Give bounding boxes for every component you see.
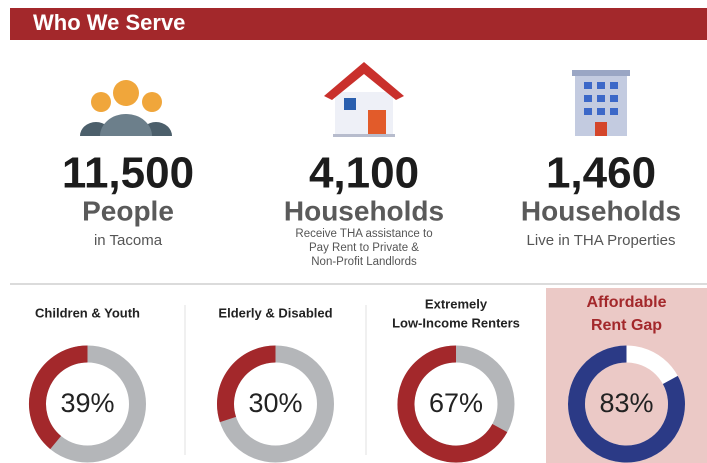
stat-unit: People	[82, 195, 174, 226]
donut-arc	[217, 345, 276, 423]
stat-unit: Households	[284, 195, 444, 226]
house-icon	[324, 62, 404, 137]
donut-value-label: 39%	[60, 388, 114, 418]
stat-number: 1,460	[546, 149, 656, 198]
donut-value-label: 83%	[599, 388, 653, 418]
donut-arc	[29, 345, 88, 450]
donut-label: Extremely	[425, 296, 488, 311]
donut-label: Low-Income Renters	[392, 315, 520, 330]
stat-description: Pay Rent to Private &	[309, 242, 419, 254]
donut-label: Elderly & Disabled	[218, 305, 332, 320]
stat-unit: Households	[521, 195, 681, 226]
donut-value-label: 67%	[429, 388, 483, 418]
stat-description: Live in THA Properties	[527, 232, 676, 249]
donut-label: Rent Gap	[591, 317, 662, 334]
donut-arc	[568, 345, 685, 463]
header-title: Who We Serve	[33, 10, 185, 35]
donut-label: Affordable	[587, 294, 667, 311]
stat-number: 4,100	[309, 149, 419, 198]
stat-description: in Tacoma	[94, 232, 163, 249]
stat-description: Non-Profit Landlords	[311, 256, 417, 268]
donut-arc	[397, 345, 508, 463]
donut-value-label: 30%	[248, 388, 302, 418]
header-bar	[10, 8, 707, 40]
highlight-panel	[546, 288, 707, 463]
stat-description: Receive THA assistance to	[295, 228, 432, 240]
building-icon	[572, 70, 630, 136]
people-icon	[80, 80, 172, 136]
donut-label: Children & Youth	[35, 305, 140, 320]
stat-number: 11,500	[62, 149, 194, 198]
